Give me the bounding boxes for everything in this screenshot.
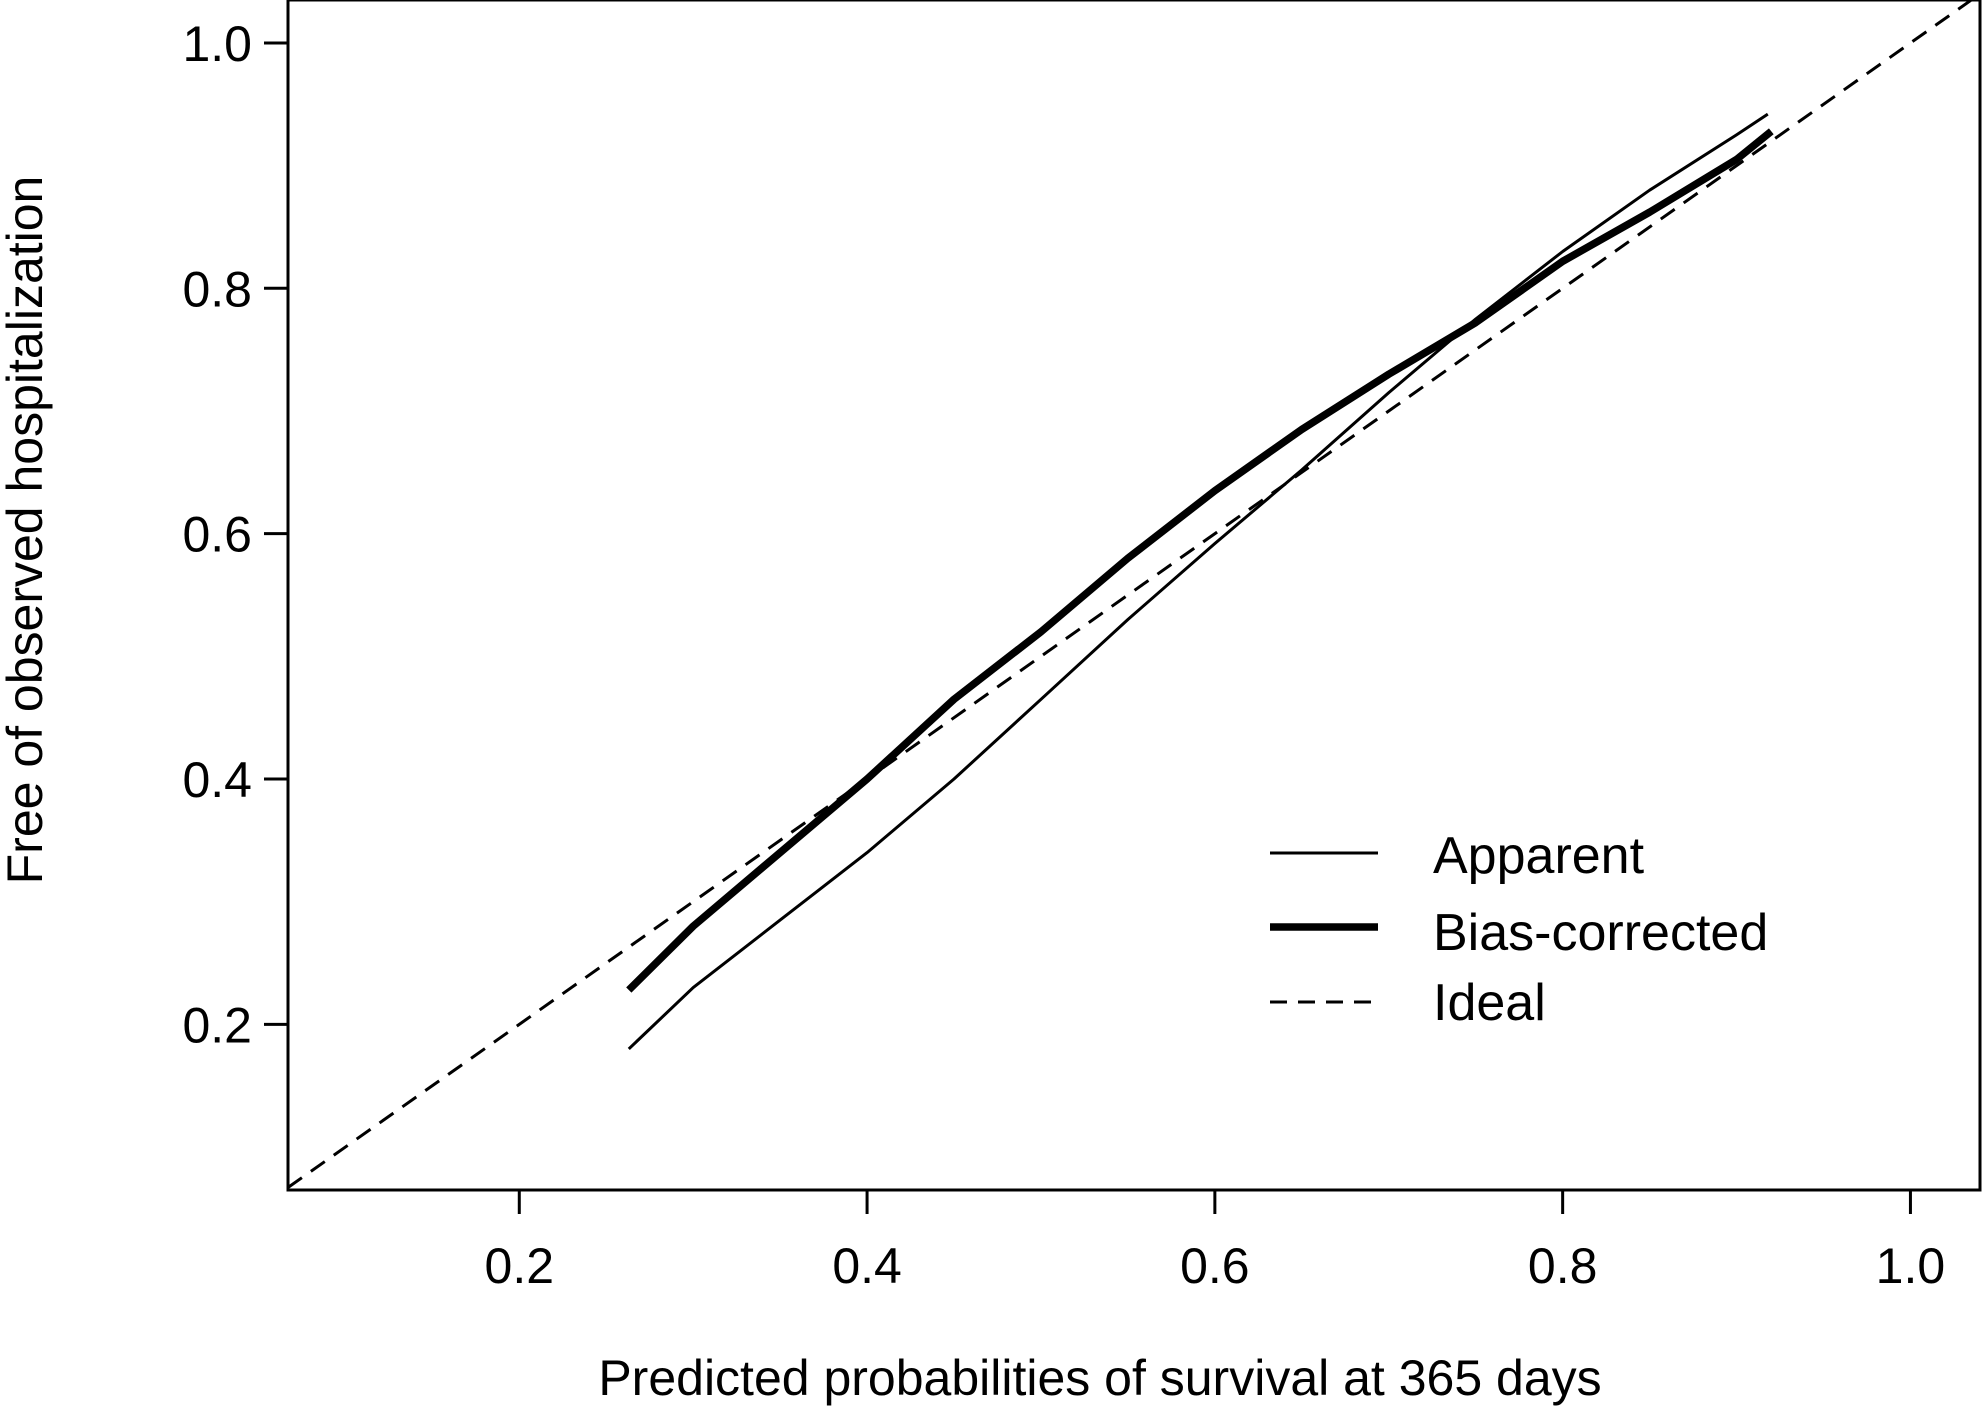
y-tick-label: 0.4 (182, 752, 252, 808)
legend-label-ideal: Ideal (1433, 974, 1546, 1032)
y-tick-label: 0.2 (182, 997, 252, 1053)
legend-label-bias-corrected: Bias-corrected (1433, 904, 1768, 962)
x-tick-label: 0.4 (832, 1238, 902, 1294)
y-tick-label: 0.8 (182, 261, 252, 317)
plot-frame (286, 0, 1982, 1192)
y-axis-title: Free of observed hospitalization (0, 176, 53, 885)
x-axis: 0.2 0.4 0.6 0.8 1.0 (485, 1190, 1946, 1294)
y-axis: 0.2 0.4 0.6 0.8 1.0 (182, 16, 288, 1053)
series-group (288, 0, 1974, 1189)
x-tick-label: 1.0 (1876, 1238, 1946, 1294)
legend-label-apparent: Apparent (1433, 827, 1645, 885)
series-line-apparent (627, 112, 1769, 1050)
series-line-bias-corrected (626, 128, 1774, 993)
x-tick-label: 0.2 (485, 1238, 555, 1294)
x-tick-label: 0.8 (1528, 1238, 1598, 1294)
x-axis-title: Predicted probabilities of survival at 3… (598, 1350, 1601, 1406)
y-tick-label: 1.0 (182, 16, 252, 72)
legend: Apparent Bias-corrected Ideal (1270, 827, 1768, 1032)
series-line-ideal (288, 0, 1974, 1189)
x-tick-label: 0.6 (1180, 1238, 1250, 1294)
y-tick-label: 0.6 (182, 507, 252, 563)
